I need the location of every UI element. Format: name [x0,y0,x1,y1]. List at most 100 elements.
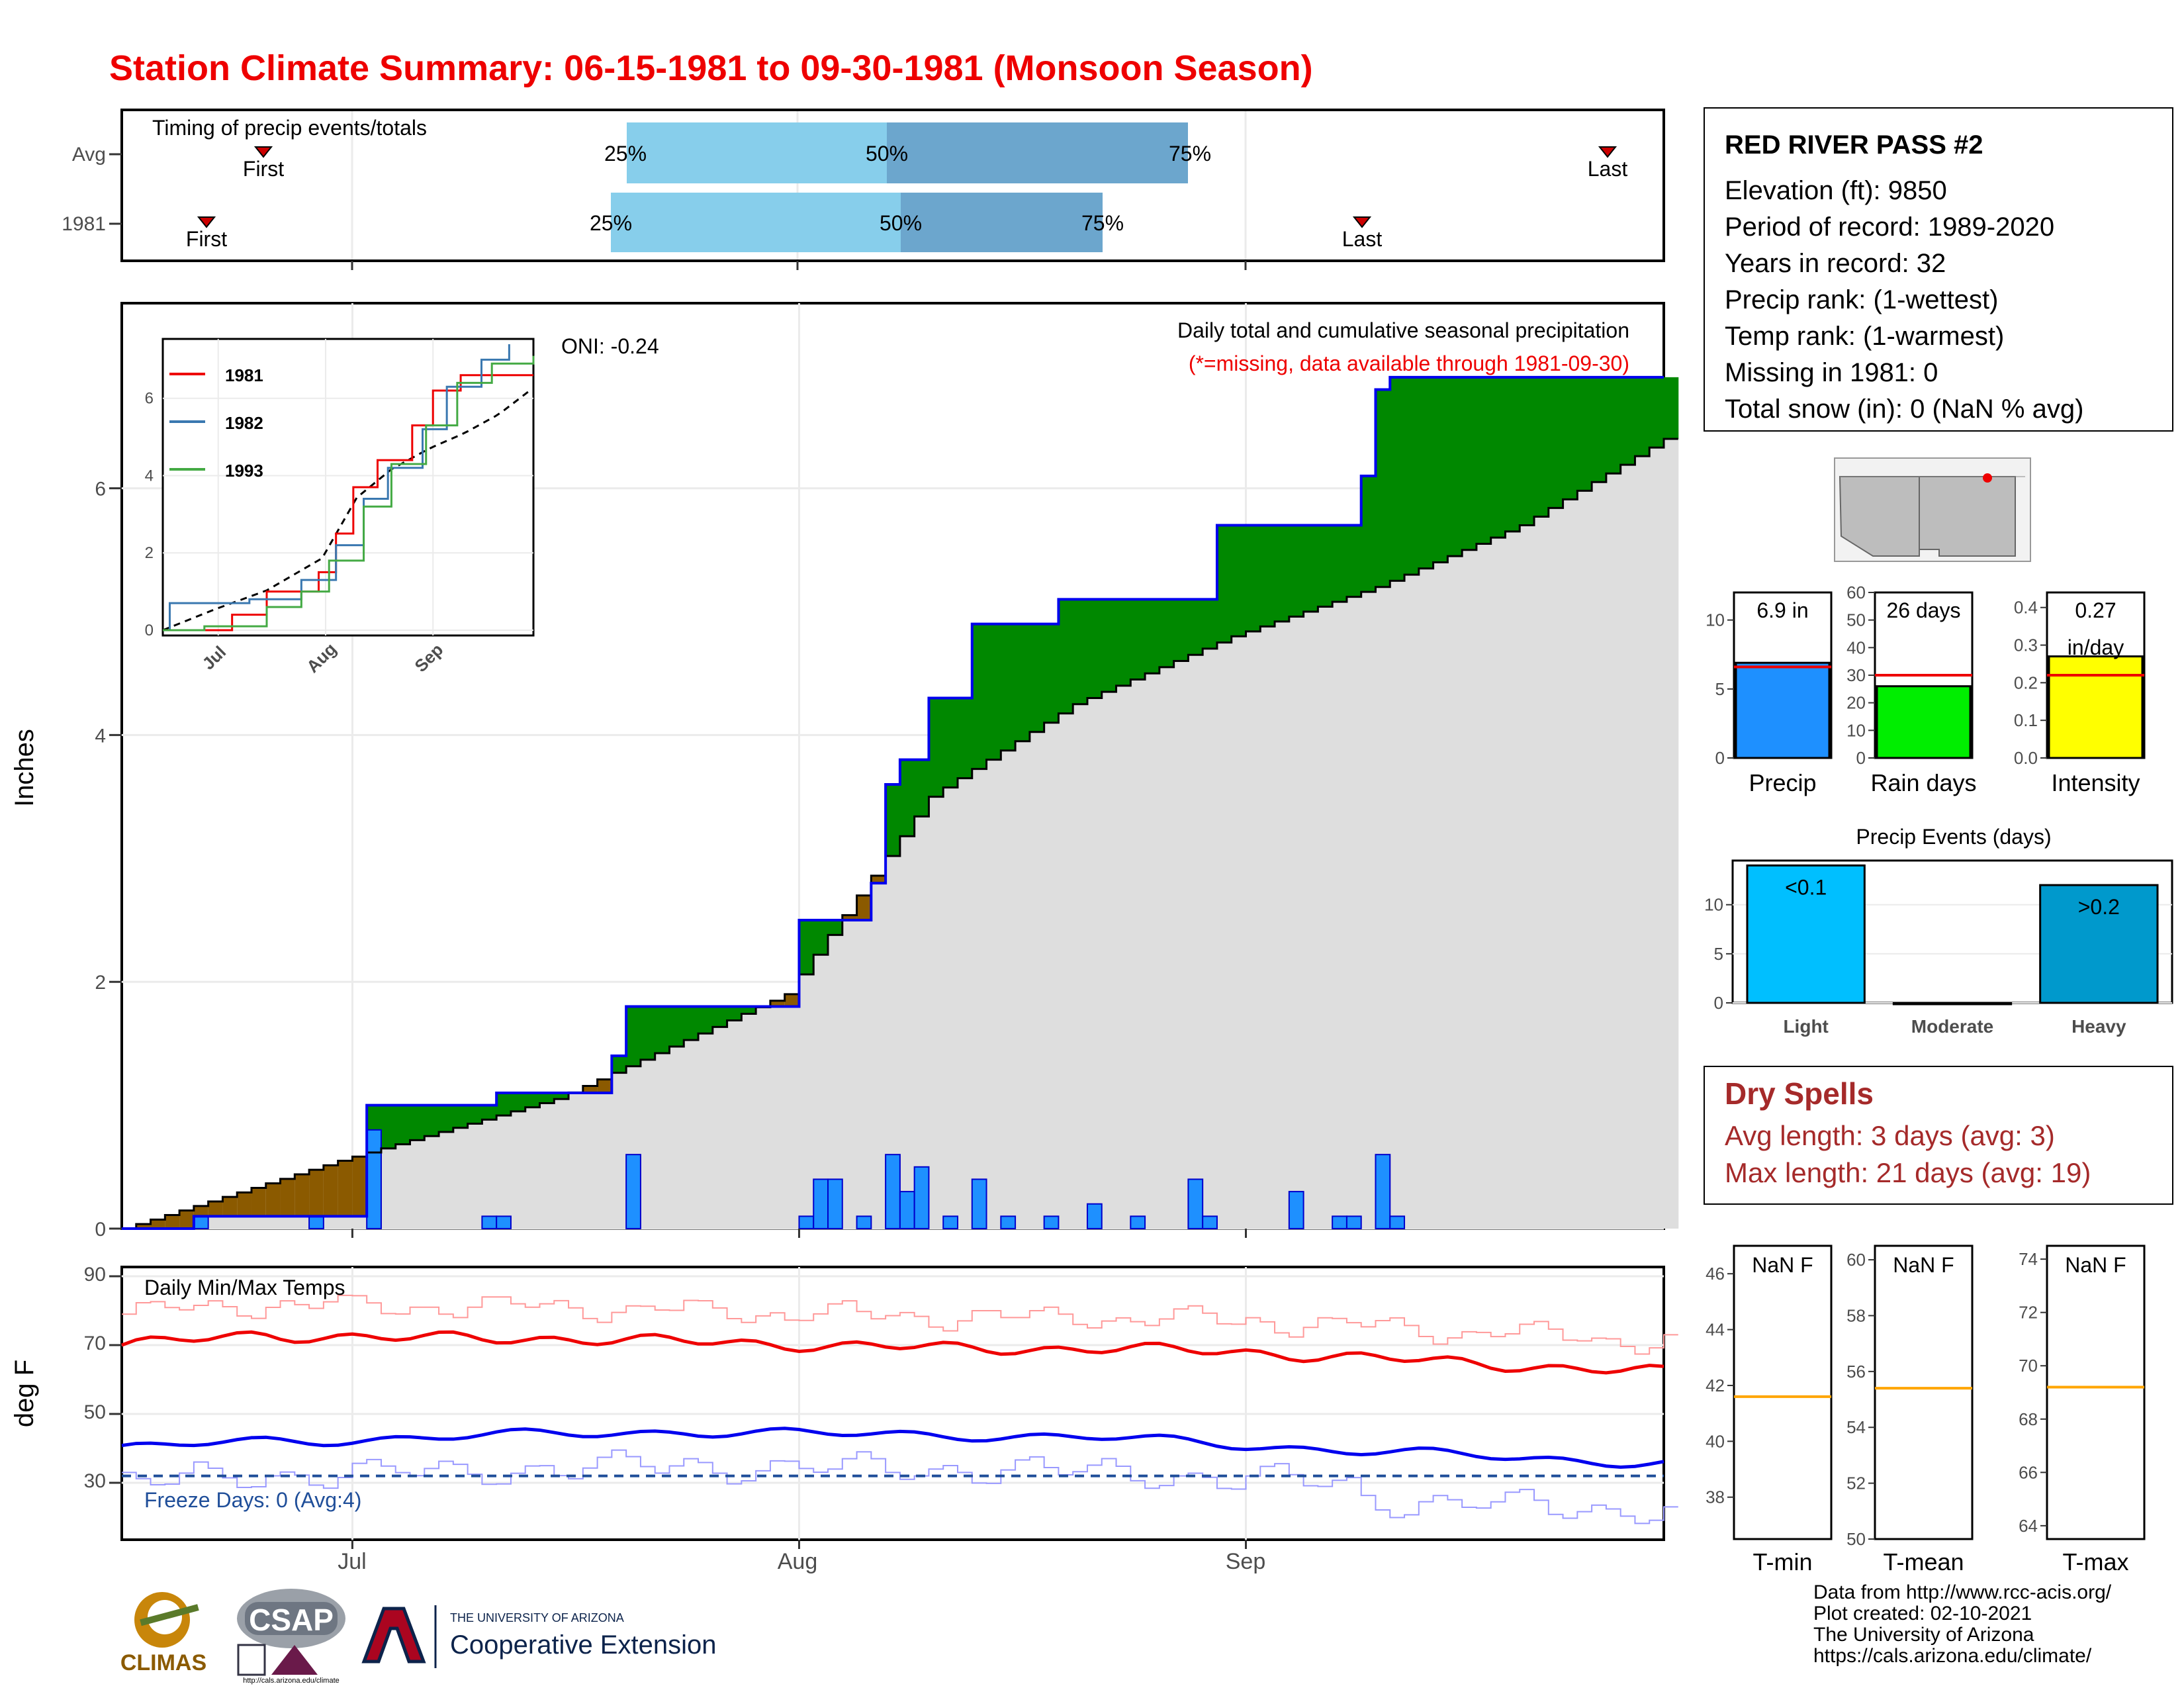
base-fill-column [756,1007,771,1229]
temp-anomaly-ytick-label: 56 [1846,1362,1866,1382]
base-fill-column [1303,612,1318,1229]
above-average-column [712,1006,728,1027]
events-ytick-label: 0 [1714,993,1723,1013]
station-name: RED RIVER PASS #2 [1725,130,1983,160]
base-fill-column [1375,586,1390,1229]
above-average-column [1476,377,1492,544]
below-average-column [280,1178,295,1217]
above-average-column [1101,599,1117,692]
base-fill-column [1664,439,1679,1229]
above-average-column [1361,475,1376,592]
stat-ytick-label: 0 [1856,748,1866,768]
above-average-column [1592,377,1607,483]
above-average-column [684,1006,699,1041]
temp-anomaly-name-label: T-min [1753,1548,1813,1575]
temp-anomaly-ytick-label: 70 [2019,1356,2038,1376]
daily-precip-bar [1345,1215,1362,1229]
temp-ytick-70: 70 [84,1333,106,1354]
above-average-column [1462,377,1477,550]
above-average-column [554,1092,569,1100]
base-fill-column [424,1136,439,1229]
temp-xtick-aug: Aug [778,1549,818,1574]
stat-ytick-label: 0.2 [2014,673,2038,692]
above-average-column [1289,525,1304,617]
events-bar-heavy [2039,884,2159,1004]
base-fill-column [1548,508,1564,1229]
base-fill-column [1635,456,1650,1229]
inset-ytick-label: 2 [145,544,154,562]
base-fill-column [597,1079,612,1229]
temp-anomaly-value-label: NaN F [2065,1253,2126,1277]
base-fill-column [539,1103,555,1229]
events-category-label: Heavy [2071,1016,2126,1037]
precip-events-chart: Precip Events (days) 0 5 10 <0.1 Light Modera… [1704,825,2173,1037]
above-average-column [525,1092,540,1107]
base-fill-column [1490,538,1506,1229]
stat-name-label: Intensity [2051,769,2140,796]
csap-logo: CSAP http://cals.arizona.edu/climate [237,1589,345,1685]
timing-row-1981-label: 1981 [62,213,106,235]
csap-logo-text: CSAP [249,1603,334,1637]
precip-annotation-missing: (*=missing, data available through 1981-… [1189,352,1629,375]
base-fill-column [1332,602,1347,1229]
daily-precip-bar [827,1178,843,1229]
above-average-column [1404,377,1420,575]
station-years: Years in record: 32 [1725,249,1946,278]
base-fill-column [899,836,915,1229]
temp-ylabel: deg F [10,1360,39,1427]
daily-precip-bar [913,1166,930,1230]
above-average-column [929,698,944,797]
temp-anomaly-value-label: NaN F [1893,1253,1954,1277]
daily-precip-bar [1202,1215,1218,1229]
above-average-column [1145,599,1160,674]
base-fill-column [1044,722,1059,1229]
stat-ytick-label: 10 [1706,610,1725,630]
base-fill-column [1433,562,1448,1229]
temp-anomaly-frame [1874,1244,1974,1540]
temp-anomaly-name-label: T-max [2062,1548,2128,1575]
above-average-column [1173,599,1189,661]
base-fill-column [1015,741,1030,1229]
below-average-column [136,1224,152,1229]
above-average-column [424,1105,439,1137]
above-average-column [1058,599,1073,714]
above-average-column [1418,377,1434,569]
base-fill-column [1173,661,1189,1229]
base-fill-column [1418,568,1434,1229]
above-average-column [640,1006,656,1060]
daily-precip-bar [366,1129,382,1229]
base-fill-column [496,1115,512,1229]
base-fill-column [684,1040,699,1229]
stat-value-label: 0.27 [2075,598,2116,622]
stat-value-label: 6.9 in [1756,598,1808,622]
inset-legend-1993: 1993 [225,461,263,481]
above-average-column [1073,599,1088,704]
above-average-column [395,1105,411,1145]
stat-ytick-label: 0.0 [2014,748,2038,768]
temp-anomaly-ytick-label: 66 [2019,1462,2038,1482]
base-fill-column [612,1072,627,1229]
base-fill-column [1203,648,1218,1229]
above-average-column [1620,377,1635,465]
base-fill-column [842,915,858,1229]
temp-anomaly-frame [2046,1244,2146,1540]
base-fill-column [972,769,987,1229]
precip-ytick-label: 6 [95,479,106,500]
station-snow: Total snow (in): 0 (NaN % avg) [1725,395,2084,424]
daily-precip-bar [885,1154,901,1230]
base-fill-column [1563,499,1578,1229]
above-average-column [1001,624,1016,751]
dry-spells-title: Dry Spells [1725,1076,1874,1111]
daily-precip-bar [856,1215,872,1229]
daily-precip-bar [1389,1215,1406,1229]
above-average-column [1246,525,1261,632]
above-average-column [496,1092,512,1116]
tmin-average-line [121,1427,1664,1469]
base-fill-column [1592,482,1607,1229]
events-ytick-label: 10 [1704,895,1723,915]
base-fill-column [856,895,872,1229]
below-average-column [237,1192,252,1217]
base-fill-column [828,935,843,1229]
stat-value-label: 26 days [1886,598,1960,622]
stat-ytick-label: 0 [1715,748,1725,768]
